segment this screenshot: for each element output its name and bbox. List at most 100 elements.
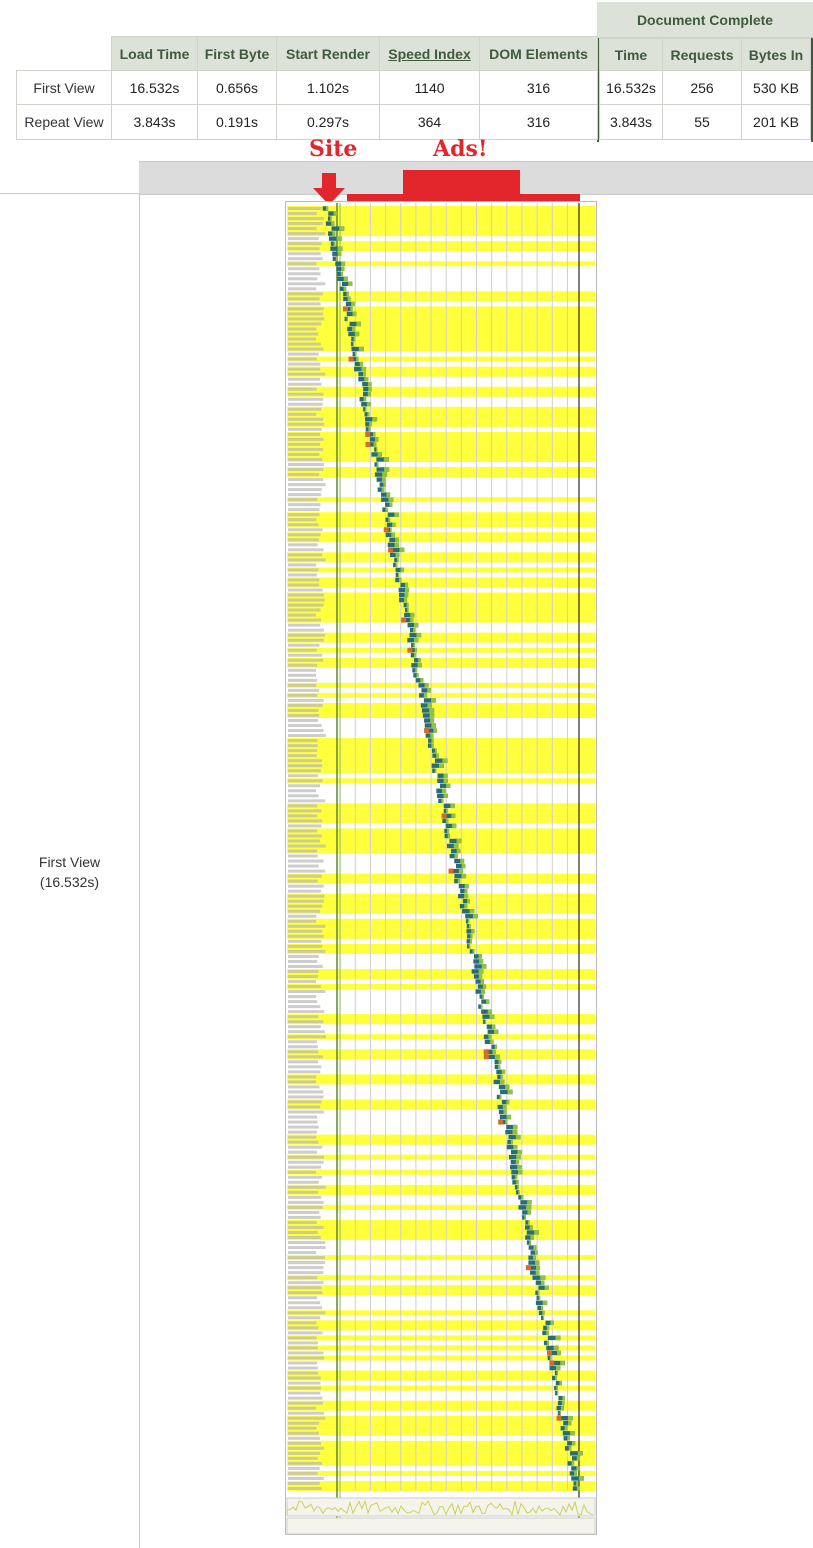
request-bar-content	[381, 487, 385, 492]
request-bar	[462, 898, 470, 904]
request-bar-content	[472, 914, 478, 919]
request-bar-content	[555, 1365, 561, 1371]
request-bar-content	[352, 341, 355, 347]
request-bar-content	[458, 868, 464, 874]
request-bar-content	[398, 577, 402, 583]
waterfall-chart	[285, 201, 597, 1535]
request-bar-content	[500, 1074, 503, 1080]
repeat-view-load-time: 3.843s	[111, 104, 198, 140]
request-url-placeholder	[288, 573, 317, 577]
request-bar-content	[394, 542, 400, 548]
col-speed-index-link[interactable]: Speed Index	[379, 36, 480, 71]
request-bar-content	[343, 276, 349, 281]
request-bar	[537, 1305, 544, 1310]
request-url-placeholder	[288, 1085, 320, 1089]
request-url-placeholder	[288, 1281, 324, 1285]
request-url-placeholder	[288, 357, 317, 361]
request-bar-content	[494, 1029, 499, 1034]
request-bar-content	[431, 723, 436, 728]
request-url-placeholder	[288, 337, 317, 341]
site-callout-label: Site	[309, 136, 358, 162]
request-bar-content	[555, 1335, 561, 1341]
request-bar-content	[376, 462, 379, 467]
request-bar-content	[420, 678, 424, 683]
request-url-placeholder	[288, 1431, 319, 1435]
request-url-placeholder	[288, 1396, 323, 1400]
request-bar	[330, 241, 336, 246]
request-bar-content	[478, 974, 483, 979]
request-row-highlight	[287, 818, 595, 824]
request-bar	[361, 402, 371, 407]
request-row-highlight	[287, 838, 595, 844]
request-bar	[395, 567, 404, 573]
request-bar-content	[348, 281, 353, 287]
request-row-highlight	[287, 221, 595, 227]
request-bar-dns	[342, 306, 348, 312]
request-row-highlight	[287, 577, 595, 583]
request-bar-content	[464, 888, 468, 894]
request-url-placeholder	[288, 553, 323, 557]
request-bar-content	[535, 1265, 541, 1270]
request-bar	[411, 648, 417, 653]
request-bar-content	[482, 994, 484, 999]
waterfall-view-label: First View (16.532s)	[0, 852, 139, 892]
request-url-placeholder	[288, 207, 322, 211]
request-bar-dns	[556, 1415, 562, 1421]
request-bar-content	[347, 296, 351, 302]
request-row-highlight	[287, 607, 595, 613]
request-row-highlight	[287, 612, 595, 618]
waterfall-frame	[285, 201, 597, 1535]
request-bar	[497, 1074, 503, 1080]
request-bar	[538, 1310, 545, 1316]
request-row-highlight	[287, 326, 595, 332]
request-row-highlight	[287, 602, 595, 608]
request-url-placeholder	[288, 608, 321, 612]
request-bar-content	[507, 1089, 513, 1095]
request-row-highlight	[287, 1275, 595, 1281]
request-bar-content	[576, 1456, 580, 1461]
request-row-highlight	[287, 657, 595, 663]
request-bar-content	[546, 1325, 550, 1331]
request-bar-content	[364, 376, 369, 382]
request-row-highlight	[287, 552, 595, 558]
request-bar-content	[550, 1320, 554, 1326]
request-bar	[469, 949, 475, 954]
request-bar	[524, 1225, 533, 1230]
request-bar-content	[413, 627, 416, 633]
request-url-placeholder	[288, 1416, 326, 1420]
request-bar-content	[535, 1270, 540, 1275]
request-url-placeholder	[288, 774, 318, 778]
request-bar-content	[414, 648, 417, 653]
request-url-placeholder	[288, 1165, 322, 1169]
request-bar	[572, 1486, 580, 1491]
request-row-highlight	[287, 1425, 595, 1431]
request-row-highlight	[287, 1034, 595, 1040]
request-row-highlight	[287, 346, 595, 352]
request-bar	[418, 683, 429, 688]
request-bar	[343, 296, 351, 302]
request-bar	[344, 316, 348, 322]
request-row-highlight	[287, 216, 595, 222]
request-bar-content	[381, 477, 386, 482]
request-bar	[482, 1014, 495, 1019]
request-bar	[540, 1315, 545, 1321]
request-bar-content	[335, 256, 338, 261]
request-url-placeholder	[288, 1316, 321, 1320]
request-bar-content	[373, 442, 377, 447]
request-bar	[405, 617, 414, 623]
request-row-highlight	[287, 1335, 595, 1341]
request-row-highlight	[287, 968, 595, 974]
request-bar	[502, 1119, 508, 1125]
request-bar-content	[488, 1034, 492, 1039]
request-bar	[442, 818, 449, 824]
request-bar-content	[447, 828, 450, 834]
request-bar	[564, 1446, 572, 1451]
request-url-placeholder	[288, 658, 324, 662]
request-bar-content	[480, 979, 484, 984]
request-url-placeholder	[288, 1426, 317, 1430]
request-url-placeholder	[288, 1276, 318, 1280]
request-url-placeholder	[288, 1110, 325, 1114]
request-bar	[474, 964, 487, 969]
request-url-placeholder	[288, 849, 318, 853]
request-bar	[507, 1139, 514, 1145]
